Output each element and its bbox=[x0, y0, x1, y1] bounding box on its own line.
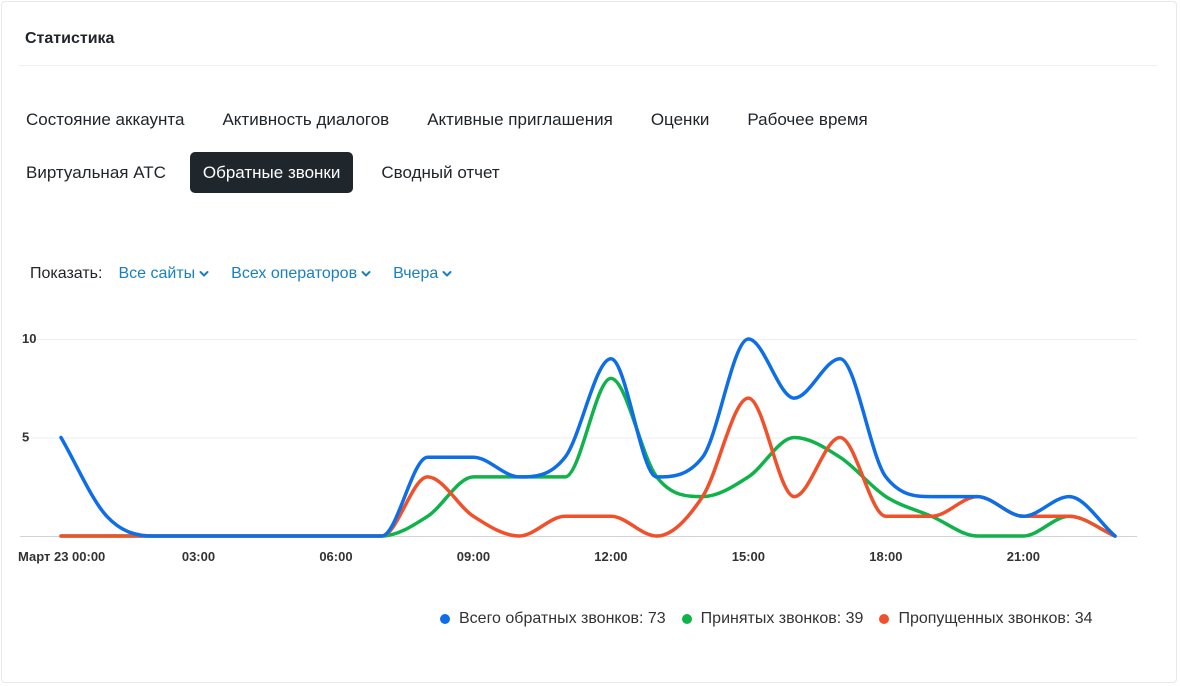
x-tick-label: 06:00 bbox=[319, 549, 352, 564]
title-divider bbox=[19, 65, 1157, 66]
tab-summary-report[interactable]: Сводный отчет bbox=[381, 162, 500, 182]
filters-bar: Показать: Все сайты Всех операторов Вчер… bbox=[30, 265, 474, 283]
tab-ratings[interactable]: Оценки bbox=[650, 110, 710, 129]
card-title: Статистика bbox=[25, 30, 115, 47]
tab-virtual-pbx[interactable]: Виртуальная АТС bbox=[26, 162, 166, 182]
chevron-down-icon bbox=[199, 271, 209, 277]
x-tick-label: 18:00 bbox=[869, 549, 902, 564]
tabs-row-2: Виртуальная АТС Обратные звонки Сводный … bbox=[16, 152, 528, 193]
y-tick-label: 10 bbox=[22, 331, 36, 346]
period-dropdown[interactable]: Вчера bbox=[393, 265, 452, 283]
legend-item-total[interactable]: Всего обратных звонков: 73 bbox=[440, 610, 666, 628]
legend-item-accepted[interactable]: Принятых звонков: 39 bbox=[681, 610, 864, 628]
filters-label: Показать: bbox=[30, 265, 103, 282]
period-dropdown-label: Вчера bbox=[393, 265, 439, 282]
x-tick-label: 09:00 bbox=[457, 549, 490, 564]
legend-label-missed: Пропущенных звонков: 34 bbox=[898, 610, 1093, 627]
legend-item-missed[interactable]: Пропущенных звонков: 34 bbox=[879, 610, 1093, 628]
chevron-down-icon bbox=[361, 271, 371, 277]
sites-dropdown[interactable]: Все сайты bbox=[118, 265, 209, 283]
operators-dropdown-label: Всех операторов bbox=[231, 265, 358, 282]
chart-series bbox=[59, 337, 1117, 538]
y-tick-label: 5 bbox=[22, 430, 29, 445]
legend-label-accepted: Принятых звонков: 39 bbox=[700, 610, 864, 627]
chevron-down-icon bbox=[442, 271, 452, 277]
tab-callbacks[interactable]: Обратные звонки bbox=[189, 152, 354, 193]
series-line-total[interactable] bbox=[59, 337, 1117, 538]
chart-legend: Всего обратных звонков: 73 Принятых звон… bbox=[440, 610, 1109, 628]
tab-active-invitations[interactable]: Активные приглашения bbox=[427, 110, 613, 129]
x-tick-label: 03:00 bbox=[182, 549, 215, 564]
tab-account-status[interactable]: Состояние аккаунта bbox=[26, 110, 185, 129]
tabs-row-1: Состояние аккаунта Активность диалогов А… bbox=[16, 104, 896, 136]
tab-working-time[interactable]: Рабочее время bbox=[747, 110, 868, 129]
x-tick-label: 12:00 bbox=[594, 549, 627, 564]
legend-dot-accepted bbox=[681, 614, 692, 624]
sites-dropdown-label: Все сайты bbox=[118, 265, 196, 282]
y-axis-ticks: 5 10 bbox=[22, 331, 36, 445]
x-tick-label: 21:00 bbox=[1007, 549, 1040, 564]
legend-dot-missed bbox=[879, 614, 890, 624]
series-line-missed[interactable] bbox=[59, 396, 1117, 538]
legend-label-total: Всего обратных звонков: 73 bbox=[459, 610, 666, 627]
operators-dropdown[interactable]: Всех операторов bbox=[231, 265, 371, 283]
x-axis-ticks: Март 23 00:00 03:00 06:00 09:00 12:00 15:00 18… bbox=[18, 549, 1040, 564]
tab-dialog-activity[interactable]: Активность диалогов bbox=[222, 110, 390, 129]
x-tick-label: Март 23 00:00 bbox=[18, 549, 105, 564]
chart-grid bbox=[20, 339, 1137, 537]
legend-dot-total bbox=[440, 614, 450, 624]
x-tick-label: 15:00 bbox=[732, 549, 765, 564]
